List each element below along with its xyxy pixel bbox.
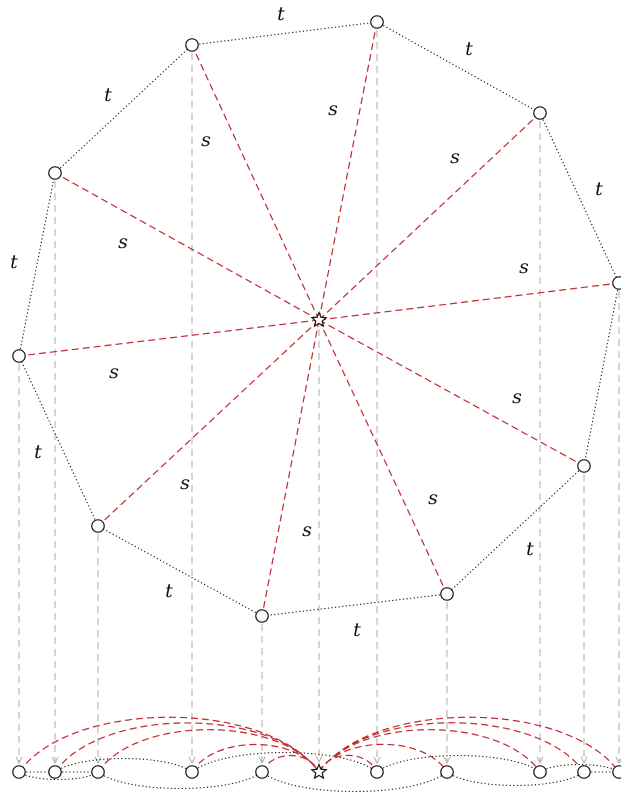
s-edge [18, 319, 320, 357]
edge-label-s: s [302, 519, 312, 541]
line-vertex [440, 765, 454, 779]
bottom-s-arc [18, 716, 320, 773]
s-edge [318, 319, 448, 595]
edge-label-s: s [180, 472, 190, 494]
edge-label-t: t [353, 619, 361, 641]
edge-label-t: t [595, 178, 603, 200]
outer-vertex [370, 15, 384, 29]
outer-vertex [577, 459, 591, 473]
edge-label-t: t [104, 84, 112, 106]
t-edge [261, 593, 448, 617]
outer-vertex [255, 609, 269, 623]
s-edge [318, 282, 620, 321]
t-edge [446, 465, 585, 595]
edge-label-t: t [165, 580, 173, 602]
line-vertex [255, 765, 269, 779]
edge-label-t: t [10, 251, 18, 273]
line-vertex [12, 765, 26, 779]
s-spokes [18, 21, 620, 617]
s-edge [318, 112, 541, 321]
edge-label-s: s [328, 98, 338, 120]
edge-label-s: s [512, 386, 522, 408]
outer-vertex [185, 38, 199, 52]
t-edge [54, 44, 193, 174]
t-edge [583, 282, 620, 467]
bottom-t-arc [261, 771, 448, 792]
edge-label-s: s [428, 487, 438, 509]
bottom-t-arc [54, 758, 193, 773]
outer-vertex [48, 166, 62, 180]
bottom-s-arc [97, 729, 320, 773]
line-vertex [533, 765, 547, 779]
line-vertex [185, 765, 199, 779]
outer-vertex [91, 519, 105, 533]
outer-vertex [612, 276, 621, 290]
edge-label-t: t [277, 3, 285, 25]
line-star-vertex [310, 762, 328, 780]
s-edge [318, 319, 585, 467]
bottom-s-arc [318, 754, 378, 773]
outer-vertex [12, 349, 26, 363]
t-edge [18, 172, 56, 357]
t-edge [191, 21, 378, 46]
bottom-s-arc [191, 744, 320, 773]
edge-label-t: t [526, 538, 534, 560]
line-vertex [370, 765, 384, 779]
t-edge [539, 112, 620, 284]
s-edge [318, 21, 378, 321]
t-edge [97, 525, 263, 617]
edge-label-s: s [118, 231, 128, 253]
edge-label-s: s [201, 129, 211, 151]
s-edge [191, 44, 320, 321]
projection-lines [19, 30, 619, 763]
bottom-t-arc [97, 771, 263, 790]
s-edge [97, 319, 320, 527]
bottom-s-arc [261, 754, 320, 773]
bottom-s-arcs [18, 716, 620, 773]
vertices [12, 15, 621, 780]
line-vertex [612, 765, 621, 779]
edge-label-t: t [465, 38, 473, 60]
edge-label-s: s [450, 146, 460, 168]
edge-label-t: t [34, 441, 42, 463]
bottom-s-arc [318, 716, 620, 773]
t-cycle-edges [18, 21, 620, 617]
bottom-t-arc [18, 771, 99, 781]
line-vertex [48, 765, 62, 779]
edge-label-s: s [519, 256, 529, 278]
edge-label-s: s [109, 361, 119, 383]
bottom-s-arc [318, 729, 541, 773]
edge-labels: t t t t t t t t t s s s s s s s s s s [10, 3, 603, 641]
t-edge [18, 355, 99, 527]
outer-vertex [440, 587, 454, 601]
s-edge [261, 319, 320, 617]
bottom-t-arc [539, 763, 620, 773]
line-vertex [577, 765, 591, 779]
bottom-t-arc [446, 771, 585, 786]
bottom-t-arc [191, 752, 378, 773]
line-vertex [91, 765, 105, 779]
bottom-t-arc [376, 754, 541, 773]
center-star-vertex [310, 310, 328, 328]
s-edge [54, 172, 320, 321]
outer-vertex [533, 106, 547, 120]
t-edge [376, 21, 541, 114]
